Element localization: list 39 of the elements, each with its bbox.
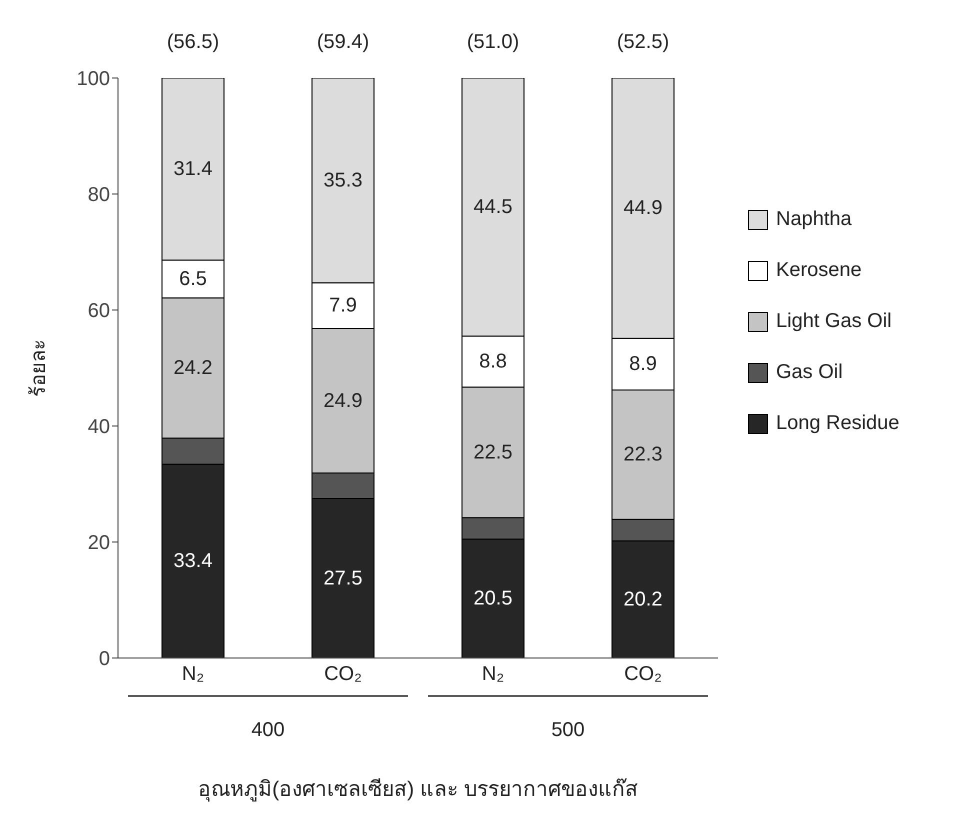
data-label: 31.4 [174,158,212,180]
data-label: 24.2 [174,357,212,379]
data-label: 44.5 [474,196,512,218]
legend-label: Kerosene [776,259,862,282]
data-label: 24.9 [324,390,362,412]
data-label: 20.5 [474,588,512,610]
text: (51.0) [466,31,520,53]
y-tick-label: 100 [76,68,110,90]
y-axis-title: ร้อยละ [28,339,50,397]
legend-label: Naphtha [776,208,852,231]
data-label: 6.5 [179,268,207,290]
y-tick-label: 0 [98,648,110,670]
data-label: 22.3 [624,444,662,466]
data-label: 7.9 [329,294,357,317]
data-label: 22.5 [474,441,512,464]
data-label: 35.3 [324,169,362,192]
data-label: 8.8 [479,350,507,373]
x-tick-label: N₂ [182,663,204,686]
legend-label: Light Gas Oil [776,310,892,333]
data-label: 27.5 [324,567,362,590]
text: 500 [551,719,585,741]
legend-label: Long Residue [776,412,900,435]
data-label: 33.4 [174,550,212,572]
data-label: 44.9 [624,197,662,220]
y-tick-label: 60 [88,300,110,322]
x-tick-label: CO₂ [324,663,362,686]
text: (59.4) [316,31,370,53]
text: 400 [251,719,285,741]
y-tick-label: 80 [88,184,110,206]
text: (56.5) [166,31,220,53]
text: (52.5) [616,31,670,53]
x-tick-label: CO₂ [624,663,662,686]
legend-label: Gas Oil [776,361,843,384]
x-tick-label: N₂ [482,663,504,686]
y-tick-label: 20 [88,532,110,554]
data-label: 20.2 [624,588,662,610]
y-tick-label: 40 [88,416,110,438]
data-label: 8.9 [629,353,657,376]
x-axis-title: อุณหภูมิ(องศาเซลเซียส) และ บรรยากาศของแก๊ส [198,778,638,802]
